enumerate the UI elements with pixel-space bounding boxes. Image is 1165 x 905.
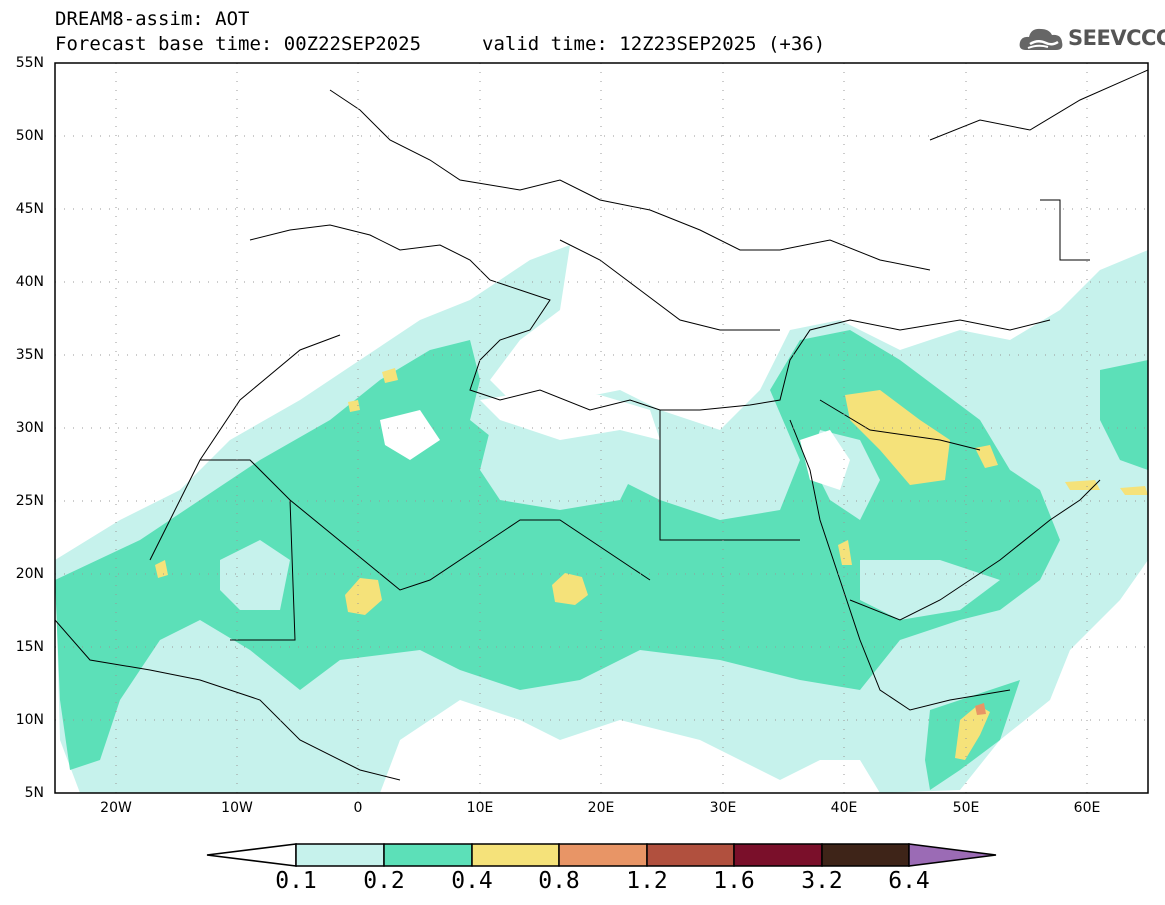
lon-label: 10E [466,800,494,816]
lon-label: 20E [587,800,615,816]
lat-label: 35N [15,347,44,363]
colorbar-bin [733,843,823,867]
cloud-logo-icon [1019,28,1063,50]
colorbar-label: 0.2 [363,868,405,894]
lon-label: 40E [830,800,858,816]
coastlines [55,69,1148,781]
aot-field [55,63,1148,793]
lat-label: 50N [15,128,44,144]
colorbar-label: 0.8 [538,868,580,894]
colorbar-label: 0.1 [275,868,317,894]
logo-text: SEEVCCC [1068,26,1165,50]
lon-label: 50E [952,800,980,816]
colorbar-bin [558,843,648,867]
lat-label: 30N [15,420,44,436]
aot-level-0.1-holes [220,420,1000,620]
map-frame [54,62,1149,794]
lat-label: 15N [15,639,44,655]
colorbar-label: 1.2 [626,868,668,894]
lat-label: 25N [15,493,44,509]
aot-level-0.4 [155,368,1148,760]
colorbar-bin [646,843,735,867]
colorbar-over-arrow [908,843,997,867]
forecast-base-time: Forecast base time: 00Z22SEP2025 [55,33,422,55]
lat-label: 45N [15,201,44,217]
colorbar-label: 3.2 [801,868,843,894]
colorbar-label: 6.4 [888,868,930,894]
colorbar-bin [295,843,385,867]
lat-label: 40N [15,274,44,290]
colorbar-under-arrow [206,843,297,867]
colorbar-bin [821,843,910,867]
seevccc-logo: SEEVCCC [1018,22,1165,58]
colorbar-label: 0.4 [451,868,493,894]
lat-label: 20N [15,566,44,582]
lon-label: 60E [1073,800,1101,816]
lat-label: 55N [15,55,44,71]
colorbar-bin [383,843,473,867]
map-title: DREAM8-assim: AOT [55,8,250,30]
colorbar [206,843,997,867]
lon-label: 20W [100,800,132,816]
colorbar-label: 1.6 [713,868,755,894]
colorbar-bin [471,843,560,867]
lat-label: 10N [15,712,44,728]
lat-label: 5N [24,785,44,801]
lon-label: 10W [221,800,253,816]
aot-level-0.8 [975,703,986,715]
lon-label: 30E [709,800,737,816]
aot-clear-areas [380,390,850,490]
lon-label: 0 [353,800,363,816]
valid-time: valid time: 12Z23SEP2025 (+36) [482,33,826,55]
